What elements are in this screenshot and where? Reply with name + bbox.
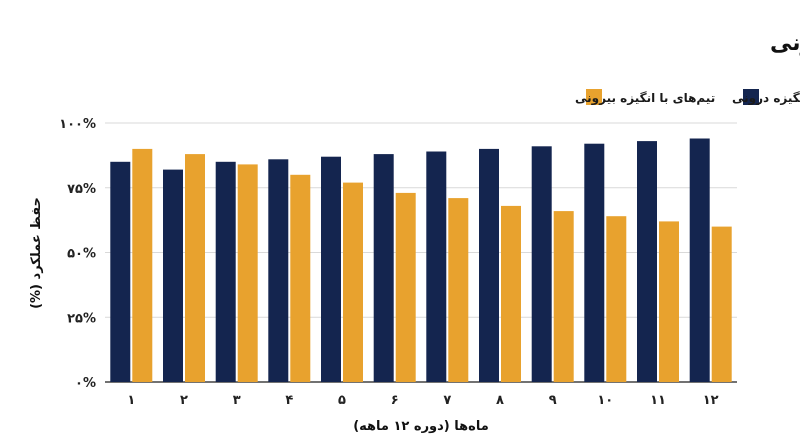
bar-extrinsic	[711, 226, 732, 382]
y-tick-label: ۵۰%	[67, 247, 96, 262]
legend: تیم‌های با انگیزه درونی تیم‌های با انگیز…	[575, 89, 800, 106]
bar-extrinsic	[185, 154, 205, 382]
x-tick-label: ۵	[338, 393, 346, 408]
bar-intrinsic	[689, 138, 710, 382]
tick-labels: ۰%۲۵%۵۰%۷۵%۱۰۰%۱ ۲ ۳ ۴ ۵ ۶ ۷ ۸ ۹ ۱۰ ۱۱ ۱۲	[59, 117, 719, 408]
legend-label-intrinsic: تیم‌های با انگیزه درونی	[732, 91, 800, 106]
x-tick-label: ۹	[549, 393, 557, 408]
x-axis-label: ماه‌ها (دوره ۱۲ ماهه)	[353, 419, 489, 434]
x-tick-label: ۲	[180, 393, 188, 408]
y-tick-label: ۰%	[75, 376, 96, 391]
bars	[110, 138, 732, 382]
bar-intrinsic	[215, 161, 236, 382]
y-tick-label: ۱۰۰%	[59, 117, 96, 132]
bar-extrinsic	[448, 198, 469, 382]
y-axis-label: حفظ عملکرد (%)	[29, 197, 44, 309]
bar-intrinsic	[637, 141, 657, 382]
bar-intrinsic	[163, 169, 183, 382]
chart-title: مقایسه حفظ عملکرد بلندمدت: تیم‌های با ان…	[770, 29, 800, 56]
x-tick-label: ۳	[233, 393, 241, 408]
x-tick-label: ۱۱	[650, 393, 666, 408]
y-tick-label: ۷۵%	[67, 182, 96, 197]
bar-extrinsic	[606, 216, 627, 382]
bar-intrinsic	[479, 148, 499, 382]
x-tick-label: ۸	[496, 393, 504, 408]
bar-extrinsic	[501, 205, 521, 382]
legend-swatch-extrinsic	[586, 89, 602, 105]
legend-label-extrinsic: تیم‌های با انگیزه بیرونی	[575, 91, 715, 106]
bar-intrinsic	[321, 156, 341, 382]
bar-intrinsic	[426, 151, 447, 382]
x-tick-label: ۱	[127, 393, 135, 408]
bar-extrinsic	[290, 174, 311, 382]
y-tick-label: ۲۵%	[67, 311, 96, 326]
bar-extrinsic	[395, 192, 416, 382]
legend-swatch-intrinsic	[743, 89, 759, 105]
x-tick-label: ۷	[443, 393, 451, 408]
bar-intrinsic	[110, 161, 131, 382]
x-tick-label: ۱۰	[597, 393, 613, 408]
gridlines	[105, 122, 737, 383]
x-tick-label: ۴	[285, 393, 293, 408]
bar-intrinsic	[268, 159, 289, 382]
bar-extrinsic	[343, 182, 363, 382]
bar-intrinsic	[373, 154, 394, 382]
bar-intrinsic	[584, 143, 605, 382]
bar-extrinsic	[237, 164, 258, 382]
bar-extrinsic	[659, 221, 679, 382]
bar-intrinsic	[531, 146, 552, 382]
x-tick-label: ۱۲	[703, 393, 719, 408]
bar-extrinsic	[132, 148, 153, 382]
bar-extrinsic	[553, 211, 574, 382]
x-tick-label: ۶	[391, 393, 399, 408]
